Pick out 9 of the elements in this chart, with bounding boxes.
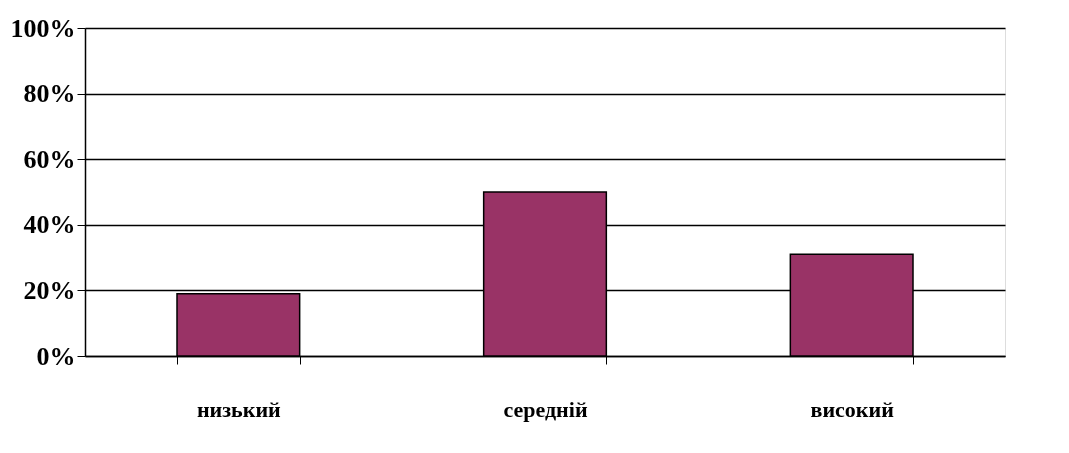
y-tick-label: 40%	[23, 210, 76, 240]
y-tick-label: 100%	[10, 13, 76, 43]
x-tick-label: середній	[503, 396, 588, 422]
x-tick-label: високий	[810, 396, 895, 422]
x-tick-label: низький	[196, 396, 282, 422]
y-tick-label: 80%	[23, 79, 76, 109]
y-tick-label: 20%	[23, 275, 76, 305]
y-tick-label: 60%	[23, 144, 76, 174]
y-tick-label: 0%	[36, 341, 76, 371]
